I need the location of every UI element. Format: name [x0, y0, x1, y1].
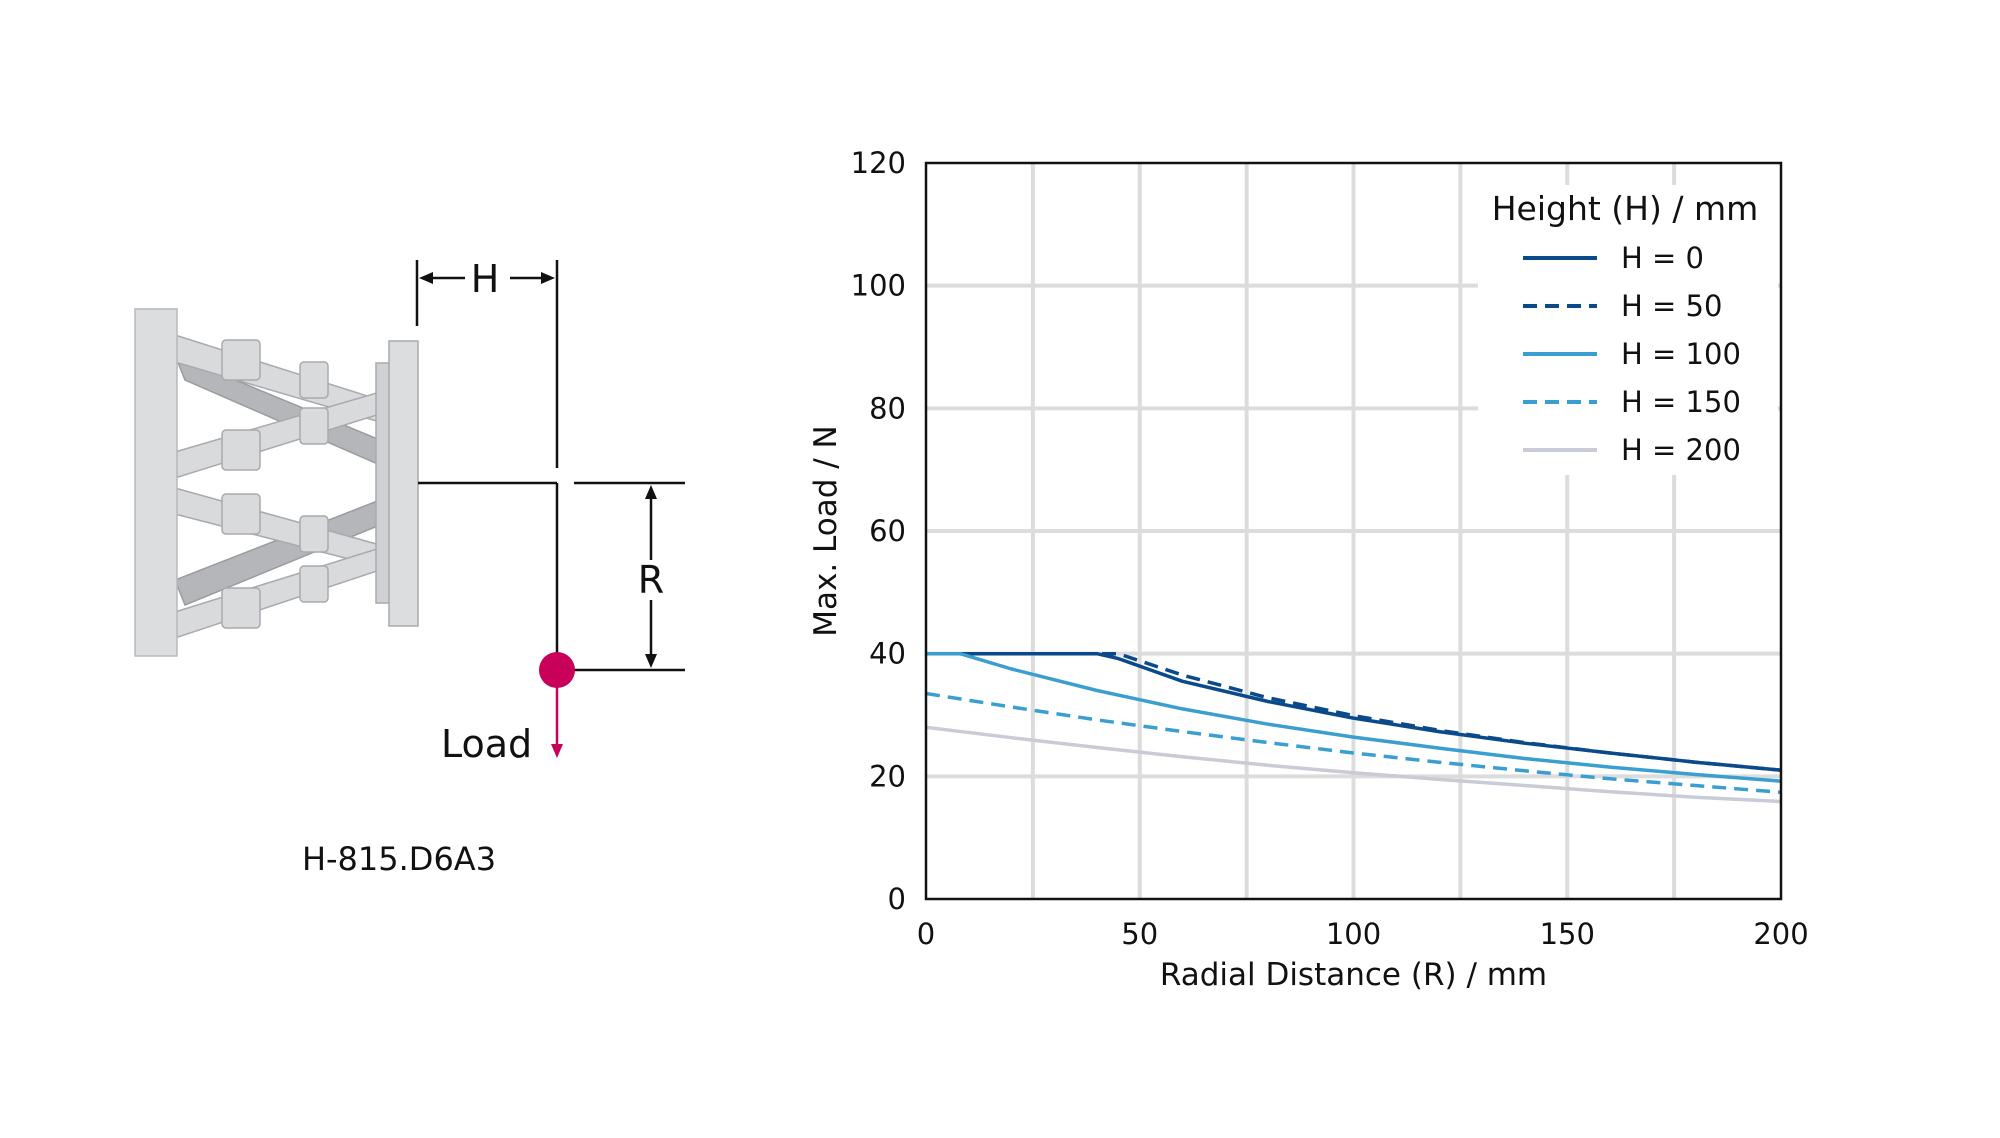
y-tick-label: 60 [869, 514, 906, 548]
legend-label-2: H = 50 [1621, 289, 1722, 323]
leg-joint-6 [299, 515, 329, 553]
load-point [539, 652, 575, 688]
r-arrowhead-bottom [645, 654, 657, 668]
model-label: H-815.D6A3 [302, 840, 496, 878]
load-geometry [418, 481, 685, 672]
leg-joint-8 [299, 565, 329, 603]
legend-label-3: H = 100 [1621, 337, 1741, 371]
leg-joint-3 [221, 429, 261, 471]
load-label: Load [441, 722, 532, 766]
x-tick-label: 200 [1753, 917, 1808, 951]
plot-frame [924, 161, 1783, 901]
x-tick-label: 50 [1121, 917, 1158, 951]
h-arrowhead-right [541, 272, 555, 284]
leg-joint-2 [299, 361, 329, 399]
h-dimension [415, 260, 559, 468]
legend-label-1: H = 0 [1621, 241, 1704, 275]
r-label: R [638, 558, 664, 602]
legend-title: Height (H) / mm [1492, 189, 1759, 228]
load-arrowhead [551, 744, 563, 758]
y-tick-label: 0 [888, 882, 906, 916]
series-line-5 [925, 725, 1782, 804]
leg-joint-1 [221, 339, 261, 381]
series-lines [925, 651, 1782, 804]
y-axis-label: Max. Load / N [808, 425, 844, 637]
legend-box [1478, 185, 1778, 475]
series-line-2 [926, 651, 1782, 772]
hexapod-diagram: H R Load H-815.D6A3 [134, 257, 685, 878]
y-tick-label: 20 [869, 759, 906, 793]
x-tick-label: 150 [1540, 917, 1595, 951]
legend-label-4: H = 150 [1621, 385, 1741, 419]
y-tick-label: 80 [869, 391, 906, 425]
y-tick-label: 40 [869, 637, 906, 671]
series-line-3 [926, 651, 1782, 783]
h-arrowhead-left [419, 272, 433, 284]
x-tick-label: 100 [1326, 917, 1381, 951]
legend: Height (H) / mm H = 0 H = 50 H = 100 H = 150… [1492, 189, 1759, 467]
front-legs [174, 333, 381, 640]
leg-joint-7 [221, 587, 261, 629]
legend-label-5: H = 200 [1621, 433, 1741, 467]
x-axis-label: Radial Distance (R) / mm [1160, 957, 1547, 993]
r-arrowhead-top [645, 485, 657, 499]
y-tick-labels: 0 20 40 60 80 100 120 [851, 146, 906, 916]
leg-joint-5 [221, 493, 261, 535]
y-tick-label: 100 [851, 269, 906, 303]
series-line-4 [925, 691, 1782, 795]
y-tick-label: 120 [851, 146, 906, 180]
base-plate [134, 308, 178, 657]
x-tick-label: 0 [917, 917, 935, 951]
h-label: H [471, 257, 500, 301]
x-tick-labels: 0 50 100 150 200 [917, 917, 1809, 951]
platform-flange [375, 362, 391, 604]
max-load-chart: Height (H) / mm H = 0 H = 50 H = 100 H = 150… [808, 146, 1809, 993]
leg-joint-4 [299, 407, 329, 445]
legend-background [1478, 185, 1778, 475]
moving-platform [388, 340, 419, 627]
